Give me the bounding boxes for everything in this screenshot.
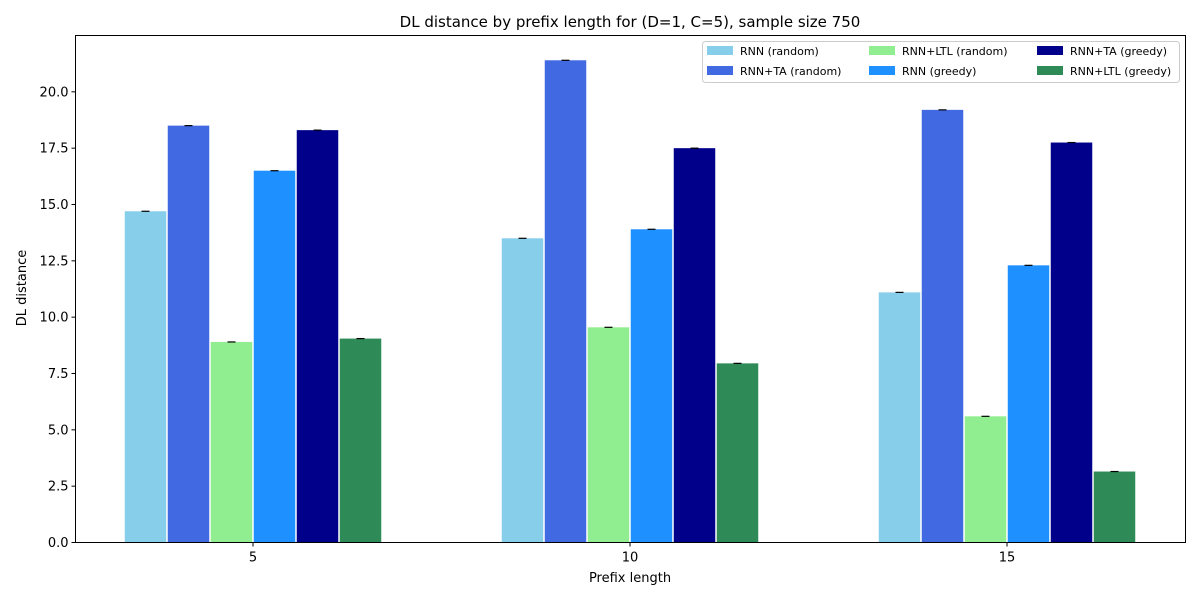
bar-series4-cat0: [296, 130, 339, 543]
x-tick-label: 10: [622, 551, 639, 566]
bar-series3-cat1: [630, 229, 673, 543]
legend-label-3: RNN (greedy): [902, 65, 976, 78]
bar-series4-cat1: [673, 148, 716, 543]
bar-series5-cat2: [1093, 471, 1136, 543]
bar-series2-cat0: [210, 341, 253, 543]
x-tick-label: 15: [999, 551, 1016, 566]
legend-swatch-0: [707, 46, 733, 55]
legend-label-4: RNN+TA (greedy): [1070, 45, 1167, 58]
x-axis-label: Prefix length: [589, 571, 671, 586]
bar-series2-cat2: [964, 416, 1007, 543]
y-tick-label: 17.5: [40, 142, 69, 157]
x-tick-label: 5: [249, 551, 257, 566]
legend-label-1: RNN+TA (random): [740, 65, 841, 78]
y-tick-label: 20.0: [40, 85, 69, 100]
legend-swatch-5: [1037, 66, 1063, 75]
y-tick-label: 12.5: [40, 254, 69, 269]
legend-swatch-2: [869, 46, 895, 55]
bar-series5-cat1: [716, 363, 759, 543]
y-tick-label: 2.5: [48, 480, 69, 495]
bars-group: [124, 60, 1136, 543]
y-tick-label: 10.0: [40, 311, 69, 326]
legend: RNN (random) RNN+TA (random) RNN+LTL (rand…: [702, 41, 1180, 83]
bar-series1-cat2: [921, 109, 964, 543]
error-bars-group: [141, 59, 1119, 473]
bar-series3-cat0: [253, 170, 296, 543]
legend-swatch-4: [1037, 46, 1063, 55]
bar-series4-cat2: [1050, 142, 1093, 543]
legend-swatch-3: [869, 66, 895, 75]
bar-series0-cat1: [501, 238, 544, 543]
y-axis: 0.0 2.5 5.0 7.5 10.0 12.5 15.0 17.5 20.0: [40, 85, 76, 551]
x-axis: 5 10 15: [249, 542, 1016, 566]
y-axis-label: DL distance: [15, 250, 30, 326]
bar-series3-cat2: [1007, 265, 1050, 543]
bar-series5-cat0: [339, 338, 382, 543]
legend-swatch-1: [707, 66, 733, 75]
bar-series1-cat1: [544, 60, 587, 543]
chart-title: DL distance by prefix length for (D=1, C…: [400, 13, 861, 31]
legend-label-0: RNN (random): [740, 45, 819, 58]
bar-series1-cat0: [167, 125, 210, 543]
legend-label-5: RNN+LTL (greedy): [1070, 65, 1171, 78]
y-tick-label: 5.0: [48, 423, 69, 438]
bar-series2-cat1: [587, 327, 630, 543]
y-tick-label: 15.0: [40, 198, 69, 213]
y-tick-label: 0.0: [48, 536, 69, 551]
y-tick-label: 7.5: [48, 367, 69, 382]
legend-label-2: RNN+LTL (random): [902, 45, 1008, 58]
bar-series0-cat2: [878, 292, 921, 543]
bar-series0-cat0: [124, 211, 167, 543]
